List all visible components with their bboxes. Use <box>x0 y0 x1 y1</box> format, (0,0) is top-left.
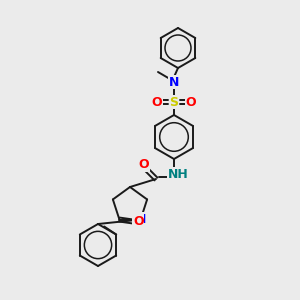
Text: N: N <box>169 76 179 88</box>
Text: S: S <box>169 95 178 109</box>
Text: N: N <box>135 213 146 226</box>
Text: O: O <box>133 215 144 228</box>
Text: O: O <box>152 95 162 109</box>
Text: O: O <box>139 158 149 172</box>
Text: NH: NH <box>168 167 188 181</box>
Text: O: O <box>186 95 196 109</box>
